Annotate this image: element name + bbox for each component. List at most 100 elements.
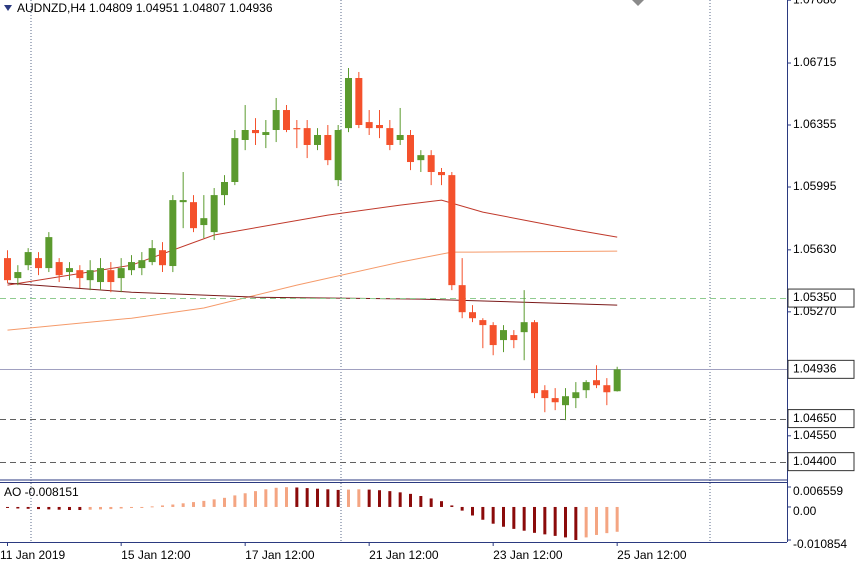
candle-body — [303, 128, 311, 145]
x-tick-label: 25 Jan 12:00 — [617, 548, 687, 562]
candle-body — [221, 182, 228, 196]
ao-bar — [6, 506, 9, 508]
candle-body — [386, 128, 394, 145]
price-level-box — [787, 409, 855, 429]
ao-bar — [305, 488, 309, 507]
ao-bar — [243, 493, 247, 507]
candle-body — [200, 218, 208, 226]
candle-body — [107, 270, 115, 283]
ao-bar — [285, 487, 288, 507]
ao-bar — [378, 490, 381, 507]
ao-bar — [460, 506, 464, 511]
ao-bar — [233, 495, 237, 507]
candle-body — [314, 134, 321, 145]
ao-bar — [398, 492, 402, 507]
candle-body — [231, 138, 239, 183]
candle-body — [582, 382, 590, 391]
candle-body — [86, 270, 94, 281]
candle-body — [417, 155, 425, 161]
candle-body — [272, 110, 280, 131]
ao-bar — [37, 506, 40, 510]
candle-body — [138, 260, 146, 269]
candle-body — [458, 285, 466, 313]
candle-body — [128, 262, 135, 271]
ao-bar — [212, 499, 216, 507]
ao-bar — [533, 506, 536, 533]
ao-bar — [161, 505, 164, 507]
ao-bar — [615, 506, 619, 532]
ao-bar — [543, 506, 547, 535]
ao-bar — [57, 506, 61, 510]
ao-bar — [347, 489, 350, 507]
price-level-box — [787, 359, 855, 379]
candle-body — [179, 200, 187, 203]
ao-bar — [419, 496, 423, 507]
candle-body — [190, 202, 197, 229]
ao-bar — [564, 506, 567, 538]
ao-bar — [295, 487, 299, 507]
ao-bar — [522, 506, 526, 531]
ao-bar — [605, 506, 609, 534]
candle-body — [613, 369, 621, 392]
ao-bar — [429, 498, 433, 507]
candle-body — [479, 320, 487, 326]
candle-body — [14, 272, 22, 279]
ao-bar — [471, 506, 474, 516]
candle-body — [469, 312, 476, 319]
candle-body — [76, 270, 84, 279]
y-tick-label: 1.05995 — [793, 179, 837, 193]
candle-body — [66, 268, 73, 273]
candle-body — [97, 268, 104, 283]
ao-bar — [140, 506, 144, 508]
x-tick-label: 11 Jan 2019 — [0, 548, 65, 562]
candle-body — [520, 322, 528, 333]
ao-bar — [254, 491, 257, 507]
candle-body — [448, 175, 456, 286]
ao-bar — [68, 506, 71, 511]
ao-bar — [192, 502, 195, 507]
price-panel — [0, 68, 787, 463]
moving-average — [7, 250, 618, 331]
ao-bar — [99, 506, 102, 510]
ao-bar — [130, 506, 133, 508]
candle-body — [210, 195, 218, 233]
candle-body — [55, 262, 63, 276]
candle-body — [500, 330, 507, 341]
candle-body — [24, 252, 32, 266]
candle-body — [283, 110, 290, 131]
ao-bar — [481, 506, 485, 520]
ao-bar — [584, 506, 588, 538]
candle-body — [262, 132, 270, 135]
ao-bar — [274, 487, 278, 507]
candle-body — [407, 134, 414, 163]
ao-bar — [16, 506, 20, 509]
candle-body — [169, 200, 177, 267]
candle-body — [252, 130, 259, 134]
y-tick-label: 1.07080 — [793, 0, 837, 6]
price-level-label: 1.04400 — [793, 454, 837, 468]
x-tick-label: 23 Jan 12:00 — [493, 548, 563, 562]
ao-bar — [574, 506, 578, 540]
y-tick-label: 0.006559 — [793, 484, 843, 498]
candle-body — [345, 78, 352, 129]
candle-body — [293, 128, 301, 130]
candle-body — [396, 134, 404, 140]
price-level-label: 1.04936 — [793, 362, 837, 376]
candle-body — [438, 172, 445, 176]
candle-body — [562, 396, 569, 406]
candle-body — [45, 237, 53, 269]
ao-bar — [336, 489, 340, 507]
ao-bar — [47, 506, 51, 510]
ao-bar — [109, 506, 113, 510]
candle-body — [241, 130, 249, 140]
ao-bar — [150, 506, 154, 508]
x-tick-label: 17 Jan 12:00 — [245, 548, 315, 562]
y-tick-label: 1.05630 — [793, 242, 837, 256]
ao-bar — [88, 506, 92, 510]
candle-body — [427, 155, 435, 173]
price-level-box — [787, 288, 855, 308]
candle-body — [355, 78, 363, 126]
candle-body — [376, 125, 383, 129]
